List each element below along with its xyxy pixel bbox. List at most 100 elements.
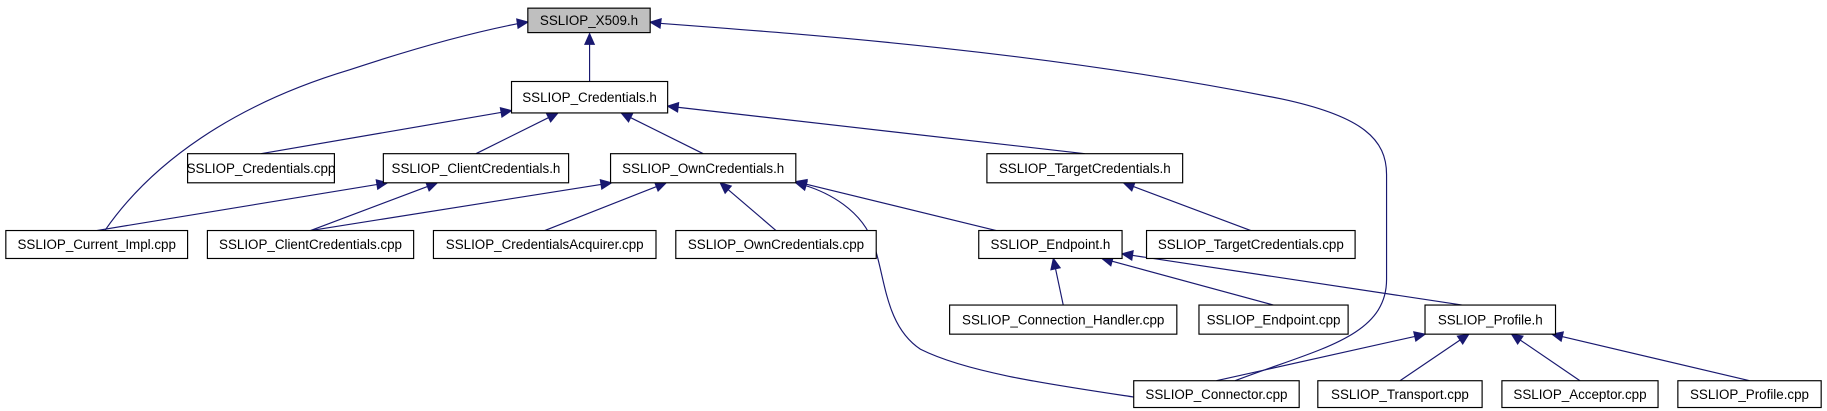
arrowhead-icon: [499, 107, 513, 118]
arrowhead-icon: [599, 179, 613, 191]
node-cred_h[interactable]: SSLIOP_Credentials.h: [510, 80, 669, 114]
edge-line: [1551, 333, 1750, 382]
node-profile_h[interactable]: SSLIOP_Profile.h: [1424, 304, 1557, 335]
edge-line: [1121, 253, 1463, 306]
node-label: SSLIOP_Credentials.cpp: [187, 161, 336, 176]
node-transport_cpp[interactable]: SSLIOP_Transport.cpp: [1317, 380, 1483, 409]
node-targetcred_cpp[interactable]: SSLIOP_TargetCredentials.cpp: [1145, 229, 1356, 260]
edge-line: [650, 21, 1388, 382]
node-targetcred_h[interactable]: SSLIOP_TargetCredentials.h: [986, 153, 1184, 184]
edge-line: [1101, 257, 1274, 306]
edge-line: [260, 110, 512, 155]
node-label: SSLIOP_Profile.cpp: [1690, 387, 1809, 402]
arrowhead-icon: [424, 181, 439, 192]
edge-transport_cpp-to-profile_h: [1399, 333, 1470, 382]
node-owncred_cpp[interactable]: SSLIOP_OwnCredentials.cpp: [675, 229, 877, 260]
node-box: [1317, 380, 1483, 409]
edge-connector_cpp-to-owncred_h: [794, 180, 1134, 398]
edge-clientcred_cpp-to-clientcred_h: [310, 181, 439, 232]
edge-profile_h-to-endpoint_h: [1120, 249, 1463, 306]
nodes: SSLIOP_X509.h SSLIOP_Credentials.h SSLIOP_…: [5, 7, 1822, 409]
edge-clientcred_cpp-to-owncred_h: [310, 179, 613, 232]
node-label: SSLIOP_ClientCredentials.h: [392, 161, 561, 176]
edge-line: [1216, 333, 1426, 382]
node-label: SSLIOP_Current_Impl.cpp: [18, 237, 176, 252]
node-box: [1501, 380, 1659, 409]
arrowhead-icon: [584, 32, 596, 45]
edge-line: [96, 182, 388, 232]
edge-line: [1399, 333, 1470, 382]
edge-line: [795, 182, 1134, 398]
arrowhead-icon: [666, 101, 680, 113]
arrowhead-icon: [1456, 333, 1470, 345]
arrowhead-icon: [1122, 181, 1136, 192]
node-label: SSLIOP_Profile.h: [1438, 312, 1543, 327]
edge-cred_h-to-x509_h: [584, 32, 596, 82]
edge-credacq_cpp-to-owncred_h: [544, 181, 668, 232]
node-clientcred_h[interactable]: SSLIOP_ClientCredentials.h: [382, 153, 570, 184]
node-label: SSLIOP_X509.h: [540, 13, 638, 28]
edge-line: [310, 182, 438, 232]
node-endpoint_h[interactable]: SSLIOP_Endpoint.h: [978, 229, 1123, 260]
node-endpoint_cpp[interactable]: SSLIOP_Endpoint.cpp: [1198, 304, 1349, 335]
node-label: SSLIOP_OwnCredentials.h: [622, 161, 784, 176]
node-current_impl_cpp[interactable]: SSLIOP_Current_Impl.cpp: [5, 229, 189, 260]
edge-owncred_h-to-cred_h: [619, 112, 704, 155]
node-label: SSLIOP_OwnCredentials.cpp: [688, 237, 864, 252]
node-box: [510, 80, 669, 114]
node-box: [1133, 380, 1300, 409]
node-acceptor_cpp[interactable]: SSLIOP_Acceptor.cpp: [1501, 380, 1659, 409]
edge-line: [620, 112, 704, 155]
node-cred_cpp[interactable]: SSLIOP_Credentials.cpp: [187, 153, 336, 184]
edge-line: [104, 21, 528, 231]
edge-connector_cpp-to-profile_h: [1216, 331, 1427, 382]
edge-line: [667, 105, 1085, 155]
arrowhead-icon: [1510, 333, 1524, 345]
node-box: [382, 153, 570, 184]
edge-line: [544, 182, 667, 232]
node-box: [5, 229, 189, 260]
node-label: SSLIOP_TargetCredentials.h: [999, 161, 1171, 176]
edges: [96, 17, 1750, 398]
edge-connector_cpp-to-x509_h: [648, 17, 1388, 382]
node-label: SSLIOP_CredentialsAcquirer.cpp: [446, 237, 644, 252]
node-owncred_h[interactable]: SSLIOP_OwnCredentials.h: [609, 153, 797, 184]
node-box: [986, 153, 1184, 184]
edge-line: [795, 181, 997, 232]
node-box: [432, 229, 657, 260]
node-box: [1145, 229, 1356, 260]
edge-owncred_cpp-to-owncred_h: [719, 181, 777, 231]
arrowhead-icon: [545, 112, 560, 123]
node-connector_cpp[interactable]: SSLIOP_Connector.cpp: [1133, 380, 1300, 409]
edge-line: [719, 182, 777, 231]
node-label: SSLIOP_Endpoint.h: [991, 237, 1111, 252]
node-box: [206, 229, 415, 260]
edge-targetcred_cpp-to-targetcred_h: [1122, 181, 1252, 232]
node-box: [675, 229, 877, 260]
node-credacq_cpp[interactable]: SSLIOP_CredentialsAcquirer.cpp: [432, 229, 657, 260]
edge-clientcred_h-to-cred_h: [475, 112, 560, 155]
node-clientcred_cpp[interactable]: SSLIOP_ClientCredentials.cpp: [206, 229, 415, 260]
edge-current_impl_cpp-to-x509_h: [104, 18, 530, 231]
arrowhead-icon: [1050, 257, 1062, 271]
edge-line: [1511, 333, 1581, 382]
edge-cred_cpp-to-cred_h: [260, 107, 513, 155]
node-box: [978, 229, 1123, 260]
edge-targetcred_h-to-cred_h: [666, 101, 1085, 155]
node-box: [609, 153, 797, 184]
arrowhead-icon: [794, 180, 808, 192]
node-x509_h[interactable]: SSLIOP_X509.h: [527, 7, 651, 34]
edge-endpoint_h-to-owncred_h: [794, 178, 997, 232]
edge-connhandler_cpp-to-endpoint_h: [1050, 257, 1064, 306]
node-connhandler_cpp[interactable]: SSLIOP_Connection_Handler.cpp: [949, 304, 1178, 335]
arrowhead-icon: [1413, 331, 1427, 342]
node-box: [187, 153, 335, 184]
arrowhead-icon: [719, 181, 733, 195]
edge-line: [1123, 182, 1252, 232]
node-profile_cpp[interactable]: SSLIOP_Profile.cpp: [1677, 380, 1822, 409]
edge-acceptor_cpp-to-profile_h: [1510, 333, 1581, 382]
node-box: [1677, 380, 1822, 409]
arrowhead-icon: [516, 18, 530, 30]
edge-line: [310, 182, 612, 232]
